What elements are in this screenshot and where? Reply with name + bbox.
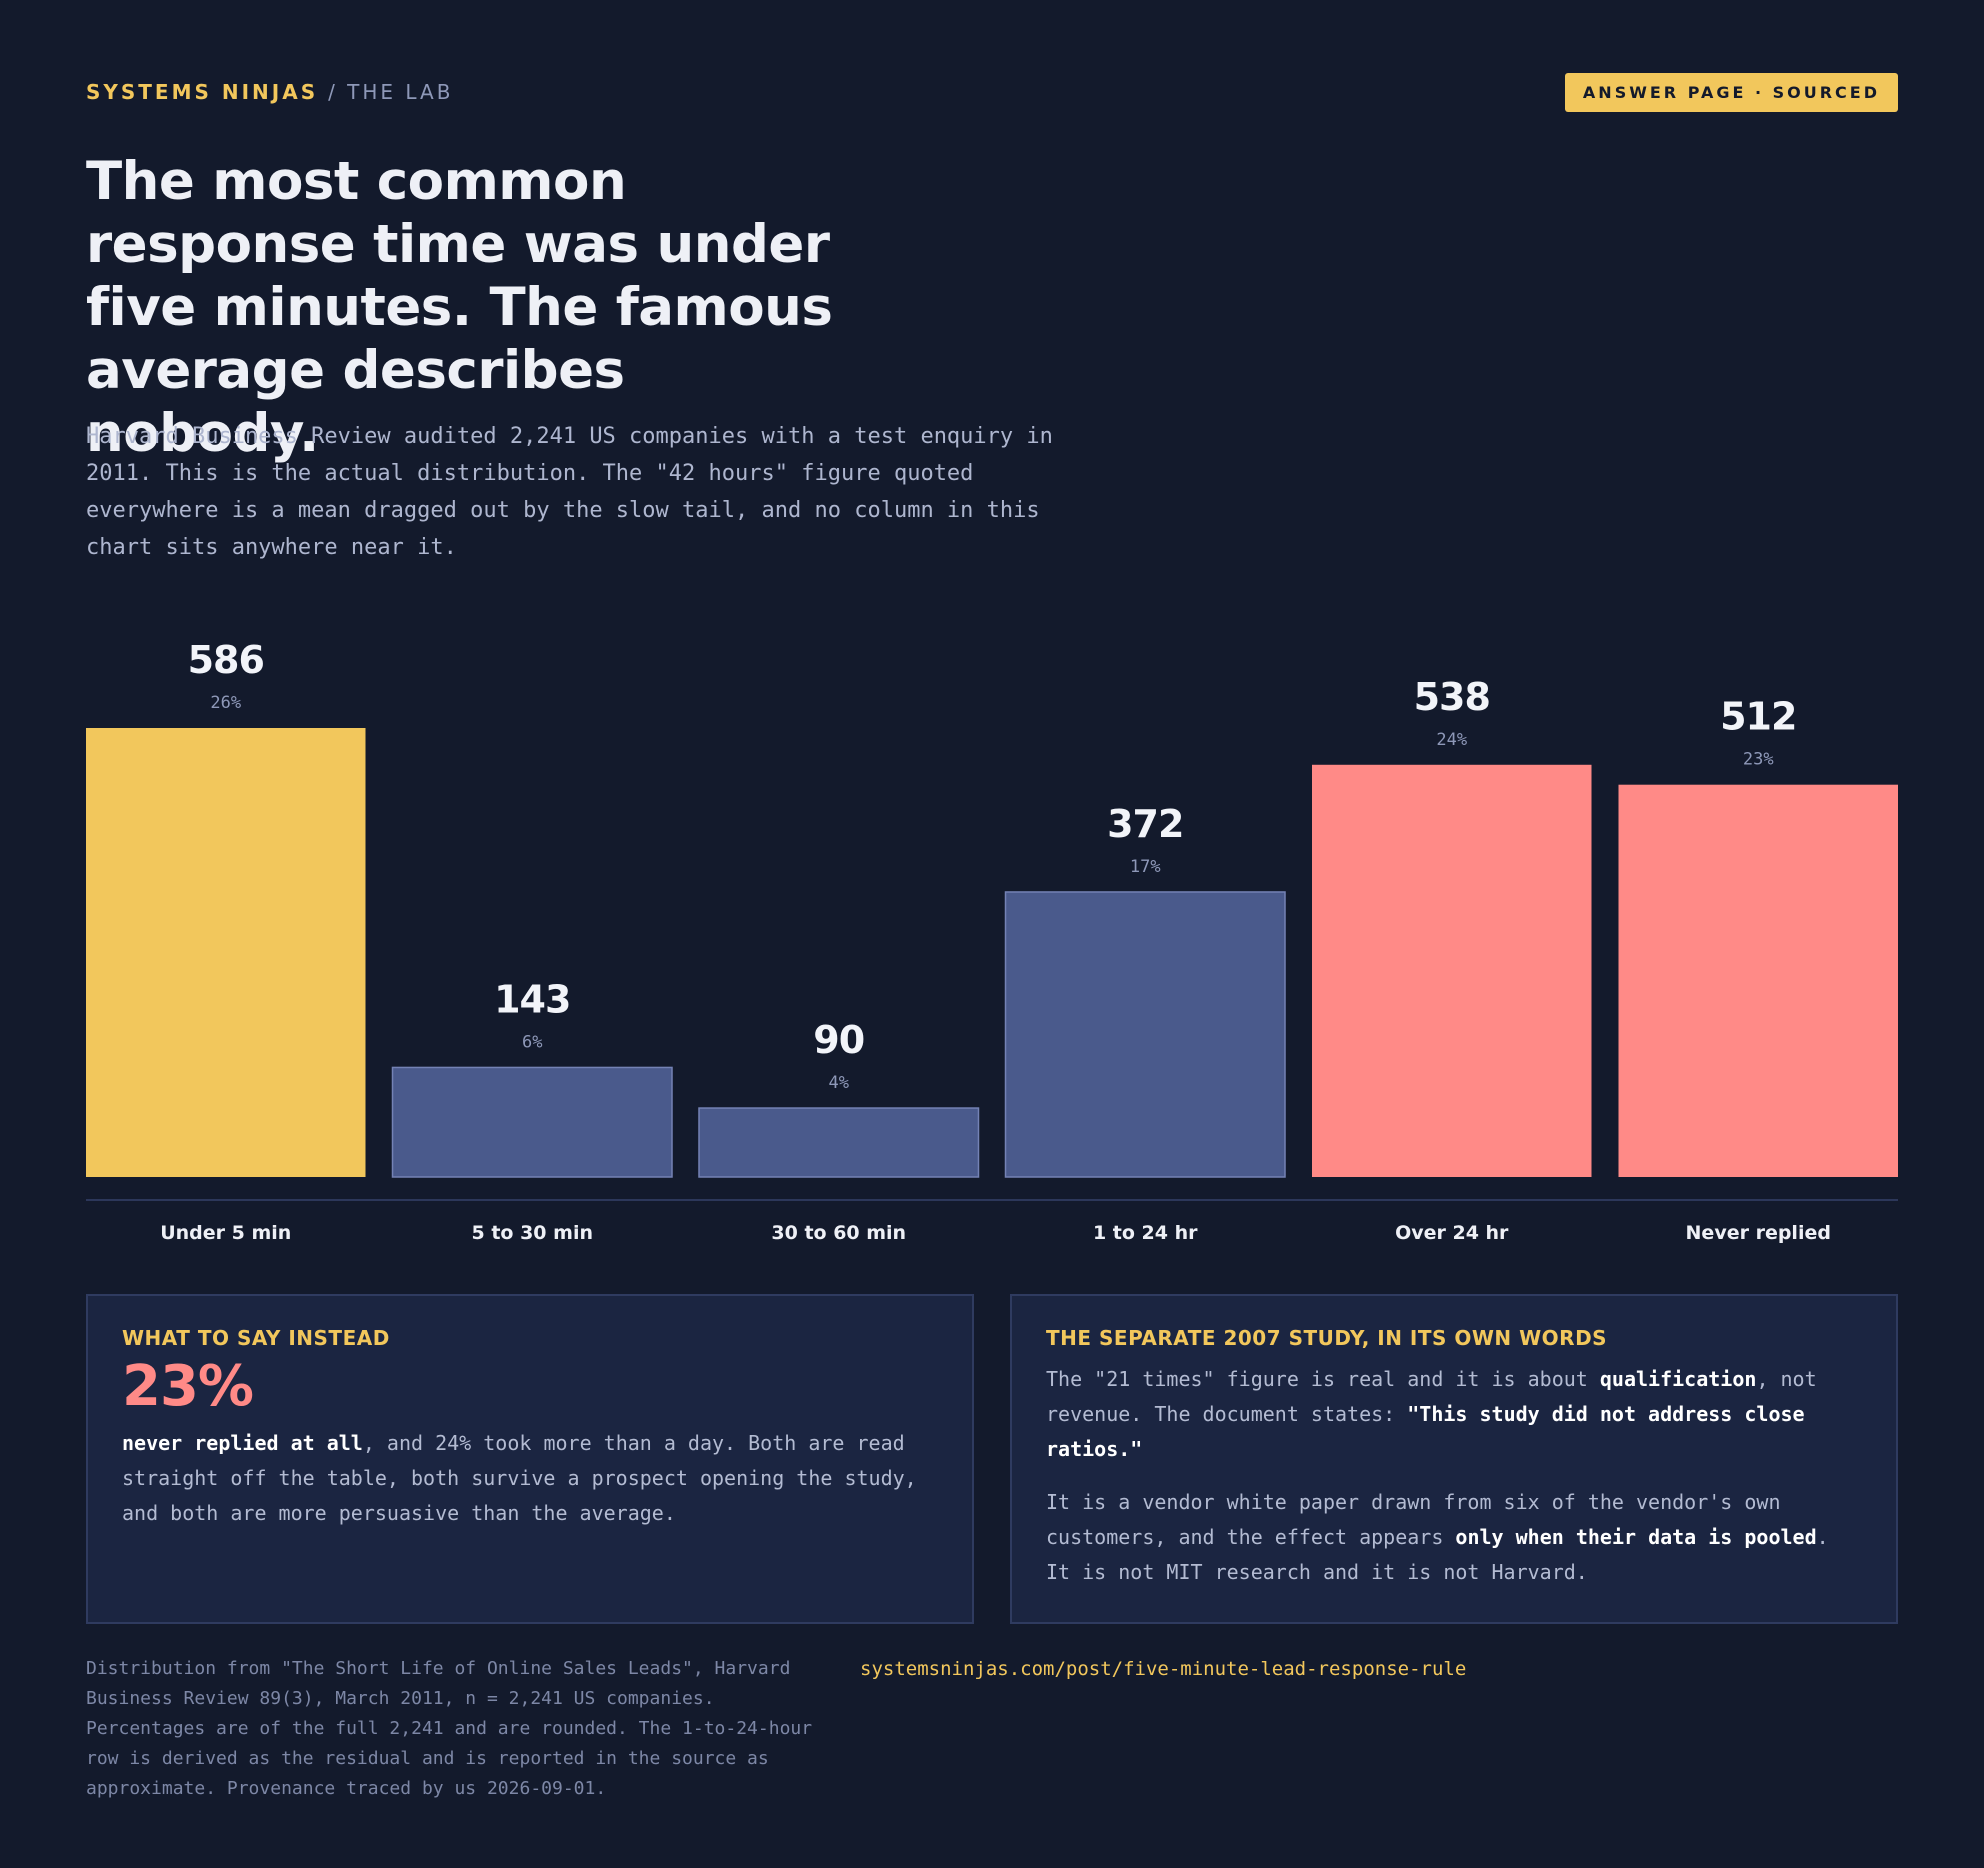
text-emphasis: only when their data is pooled [1455,1525,1817,1549]
bar-percent-label: 4% [829,1073,849,1093]
text-segment: It is a vendor white paper drawn from si… [1046,1490,1781,1549]
bar-2 [698,1107,980,1178]
card-paragraph-1: The "21 times" figure is real and it is … [1046,1362,1862,1467]
card-title: WHAT TO SAY INSTEAD [122,1326,390,1350]
card-paragraph-2: It is a vendor white paper drawn from si… [1046,1485,1862,1590]
category-label: Under 5 min [160,1222,292,1244]
answer-page-badge: ANSWER PAGE · SOURCED [1564,73,1898,112]
category-label: Over 24 hr [1395,1222,1509,1244]
separate-study-card: THE SEPARATE 2007 STUDY, IN ITS OWN WORD… [1010,1294,1898,1624]
brand-section: / THE LAB [328,80,454,104]
category-label: Never replied [1685,1222,1831,1244]
text-segment: . It is not MIT research and it is not H… [1046,1525,1829,1584]
bar-value-label: 512 [1720,695,1796,739]
bar-percent-label: 6% [522,1032,542,1052]
bar-value-label: 90 [813,1018,864,1062]
card-body-rest: , and 24% took more than a day. Both are… [122,1431,917,1525]
category-labels: Under 5 min 5 to 30 min 30 to 60 min 1 to 2… [86,1222,1898,1252]
brand-name: SYSTEMS NINJAS [86,80,319,104]
x-axis-line [86,1199,1898,1201]
lede-paragraph: Harvard Business Review audited 2,241 US… [86,424,1053,560]
bar-percent-label: 24% [1436,730,1467,750]
bar-0 [86,728,366,1177]
brand: SYSTEMS NINJAS / THE LAB [86,80,453,104]
text-quote: "This study did not address close ratios… [1046,1402,1805,1461]
source-footnote: Distribution from "The Short Life of Onl… [86,1658,813,1799]
text-segment: The "21 times" figure is real and it is … [1046,1367,1600,1391]
page-title: The most common response time was under … [86,151,833,464]
bar-percent-label: 23% [1743,750,1774,770]
text-emphasis: qualification [1599,1367,1757,1391]
text-segment: , not revenue. The document states: [1046,1367,1817,1426]
bar-value-label: 586 [188,638,264,682]
category-label: 1 to 24 hr [1092,1222,1198,1244]
bar-value-label: 538 [1414,675,1490,719]
bar-3 [1004,891,1286,1178]
bar-value-label: 372 [1107,802,1183,846]
bar-5 [1618,784,1898,1177]
what-to-say-card: WHAT TO SAY INSTEAD 23% never replied at… [86,1294,974,1624]
bar-chart-svg: 586 26% 143 6% 90 4% 372 17% 538 24% 512 23% [86,638,1898,1178]
bar-1 [391,1066,673,1178]
category-label: 30 to 60 min [771,1222,907,1244]
response-time-chart: 586 26% 143 6% 90 4% 372 17% 538 24% 512 23% [86,620,1898,1260]
card-body: never replied at all, and 24% took more … [122,1426,938,1531]
bar-value-label: 143 [494,977,570,1021]
article-link[interactable]: systemsninjas.com/post/five-minute-lead-… [860,1658,1467,1680]
category-label: 5 to 30 min [471,1222,593,1244]
big-stat: 23% [122,1354,254,1419]
bar-percent-label: 17% [1130,857,1161,877]
card-body-bold: never replied at all [122,1431,363,1455]
bar-percent-label: 26% [210,693,241,713]
bar-4 [1312,764,1592,1177]
card-title: THE SEPARATE 2007 STUDY, IN ITS OWN WORD… [1046,1326,1608,1350]
